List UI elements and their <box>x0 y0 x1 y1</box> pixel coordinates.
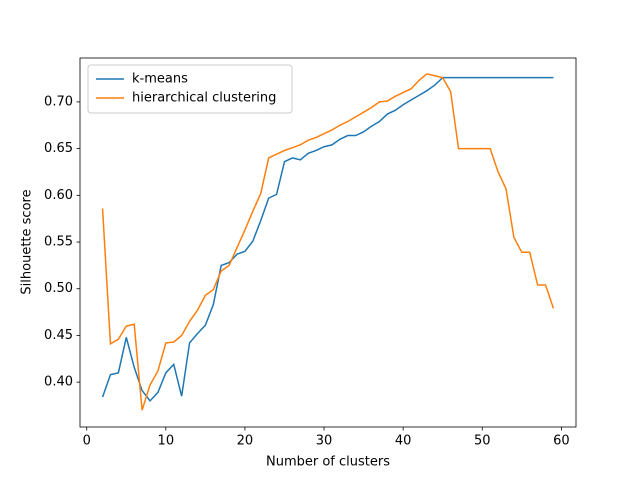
x-tick-label: 50 <box>474 434 491 449</box>
series-line <box>101 73 555 411</box>
y-tick-label: 0.70 <box>44 94 73 109</box>
y-tick-label: 0.50 <box>44 281 73 296</box>
x-axis-label: Number of clusters <box>266 455 390 470</box>
plot-frame <box>79 57 577 428</box>
y-tick-label: 0.65 <box>44 141 73 156</box>
legend-label: k-means <box>132 72 188 87</box>
x-tick-label: 10 <box>158 434 175 449</box>
legend-box <box>87 64 293 114</box>
x-tick-label: 0 <box>83 434 91 449</box>
x-tick-label: 40 <box>395 434 412 449</box>
y-axis-label: Silhouette score <box>20 189 35 294</box>
x-tick-label: 30 <box>316 434 333 449</box>
y-tick-label: 0.55 <box>44 235 73 250</box>
legend-label: hierarchical clustering <box>132 91 276 106</box>
y-tick-label: 0.40 <box>44 375 73 390</box>
y-tick-label: 0.60 <box>44 188 73 203</box>
x-tick-label: 60 <box>553 434 570 449</box>
y-tick-label: 0.45 <box>44 328 73 343</box>
x-tick-label: 20 <box>237 434 254 449</box>
series-line <box>101 76 554 402</box>
